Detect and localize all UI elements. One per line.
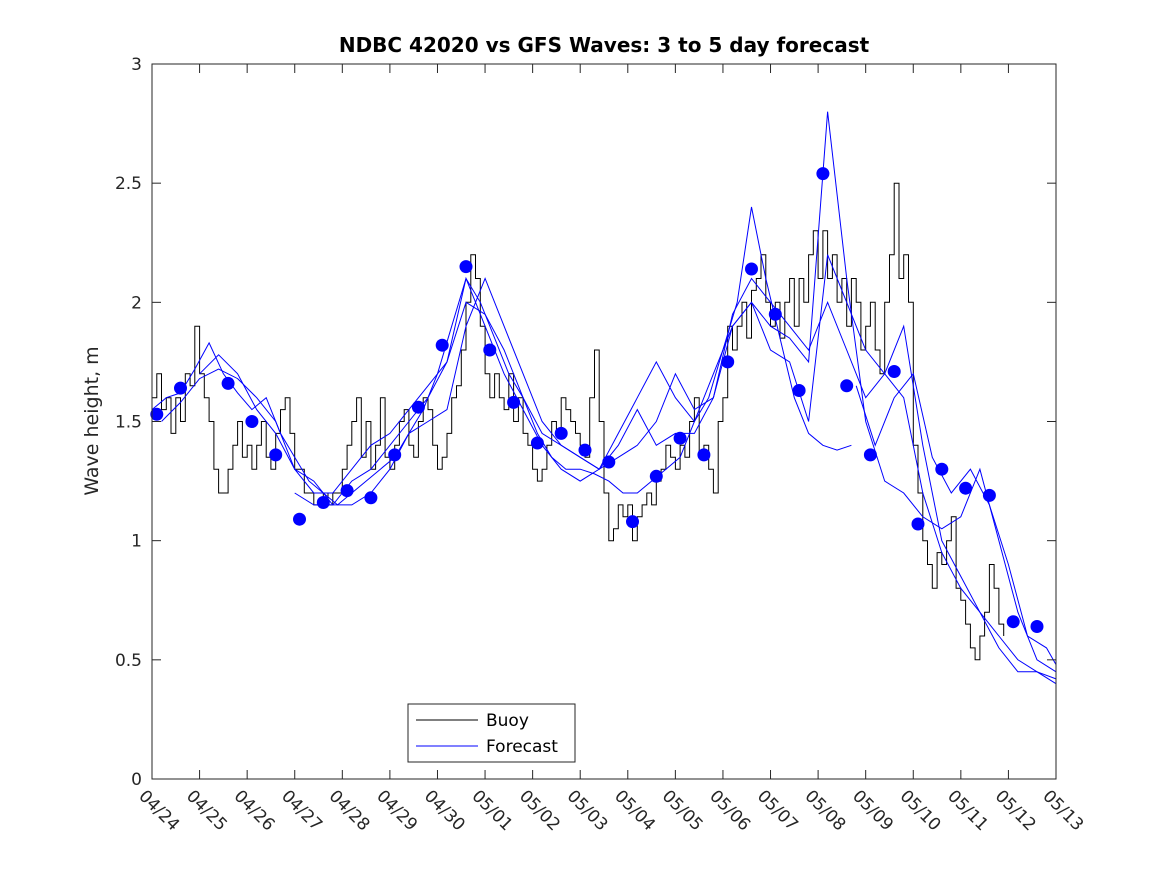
y-tick-label-1: 0.5 (115, 651, 142, 671)
forecast-marker-37 (1030, 620, 1044, 633)
y-tick-label-6: 3 (131, 55, 142, 75)
forecast-marker-4 (245, 415, 259, 428)
forecast-marker-20 (626, 515, 639, 529)
forecast-marker-2 (174, 381, 187, 395)
chart-title: NDBC 42020 vs GFS Waves: 3 to 5 day fore… (339, 33, 870, 57)
y-tick-label-0: 0 (131, 770, 142, 790)
forecast-marker-28 (816, 167, 830, 181)
forecast-marker-13 (459, 260, 473, 274)
forecast-marker-34 (959, 481, 973, 495)
forecast-marker-9 (364, 491, 378, 505)
forecast-marker-8 (340, 484, 354, 498)
forecast-marker-17 (554, 426, 568, 440)
forecast-marker-6 (293, 512, 306, 526)
legend-buoy-label: Buoy (486, 711, 529, 731)
forecast-marker-15 (507, 395, 521, 409)
forecast-marker-18 (578, 443, 592, 457)
forecast-marker-1 (150, 407, 164, 421)
forecast-marker-35 (982, 488, 996, 502)
forecast-marker-33 (935, 462, 949, 476)
forecast-marker-21 (649, 469, 663, 483)
y-tick-label-5: 2.5 (115, 174, 142, 194)
forecast-marker-3 (221, 376, 235, 390)
y-tick-label-2: 1 (131, 532, 142, 552)
forecast-marker-23 (697, 448, 711, 462)
forecast-marker-26 (768, 307, 782, 321)
forecast-marker-22 (673, 431, 687, 445)
forecast-marker-30 (863, 448, 877, 462)
forecast-marker-10 (388, 448, 402, 462)
legend-box (407, 703, 576, 763)
forecast-marker-24 (721, 355, 735, 369)
forecast-marker-12 (435, 338, 449, 352)
forecast-marker-7 (316, 496, 330, 509)
forecast-marker-16 (530, 436, 544, 450)
forecast-marker-29 (840, 379, 854, 393)
legend-forecast-label: Forecast (486, 737, 558, 757)
forecast-marker-36 (1006, 615, 1020, 629)
forecast-marker-25 (745, 262, 758, 276)
forecast-marker-31 (887, 365, 901, 378)
forecast-marker-11 (411, 400, 425, 414)
plot-area: 00.511.522.5304/2404/2504/2604/2704/2804… (115, 55, 1087, 835)
y-tick-label-3: 1.5 (115, 413, 142, 433)
forecast-marker-27 (792, 384, 806, 397)
forecast-marker-32 (911, 517, 925, 531)
forecast-marker-19 (602, 455, 616, 469)
y-axis-label: Wave height, m (81, 346, 103, 495)
y-tick-label-4: 2 (131, 293, 142, 313)
legend: Buoy Forecast (407, 703, 576, 763)
forecast-series-line-3 (199, 254, 1057, 680)
forecast-marker-5 (269, 448, 283, 462)
forecast-series-line-5 (855, 372, 1057, 665)
forecast-marker-14 (483, 343, 497, 357)
